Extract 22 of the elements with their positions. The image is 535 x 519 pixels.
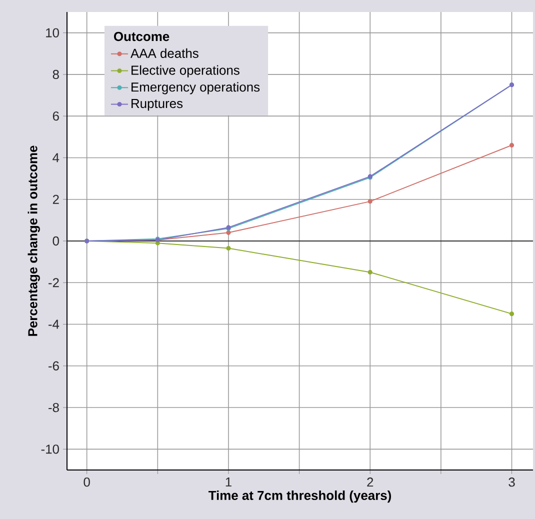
y-tick-label: -8	[48, 402, 59, 412]
x-tick-label: 2	[367, 478, 374, 487]
y-tick-label: 0	[52, 236, 59, 246]
y-tick-label: -2	[48, 278, 59, 288]
legend-label: Emergency operations	[132, 82, 260, 94]
y-axis-title: Percentage change in outcome	[28, 146, 40, 336]
y-tick-label: -6	[48, 361, 59, 370]
y-tick-label: -4	[48, 320, 60, 329]
legend-title: Outcome	[114, 32, 170, 42]
y-tick-label: -10	[41, 444, 59, 454]
y-tick-label: 8	[52, 70, 59, 80]
y-tick-label: 6	[52, 111, 59, 121]
legend-label: Ruptures	[132, 99, 183, 111]
x-tick-label: 0	[84, 478, 90, 487]
x-tick-label: 1	[226, 478, 232, 486]
y-tick-label: 4	[52, 153, 60, 162]
legend-label: Elective operations	[132, 65, 240, 78]
y-tick-label: 10	[46, 28, 59, 38]
x-axis-title: Time at 7cm threshold (years)	[208, 490, 391, 503]
legend-label: AAA deaths	[130, 48, 198, 58]
y-tick-label: 2	[52, 194, 59, 204]
x-tick-label: 3	[508, 478, 515, 487]
